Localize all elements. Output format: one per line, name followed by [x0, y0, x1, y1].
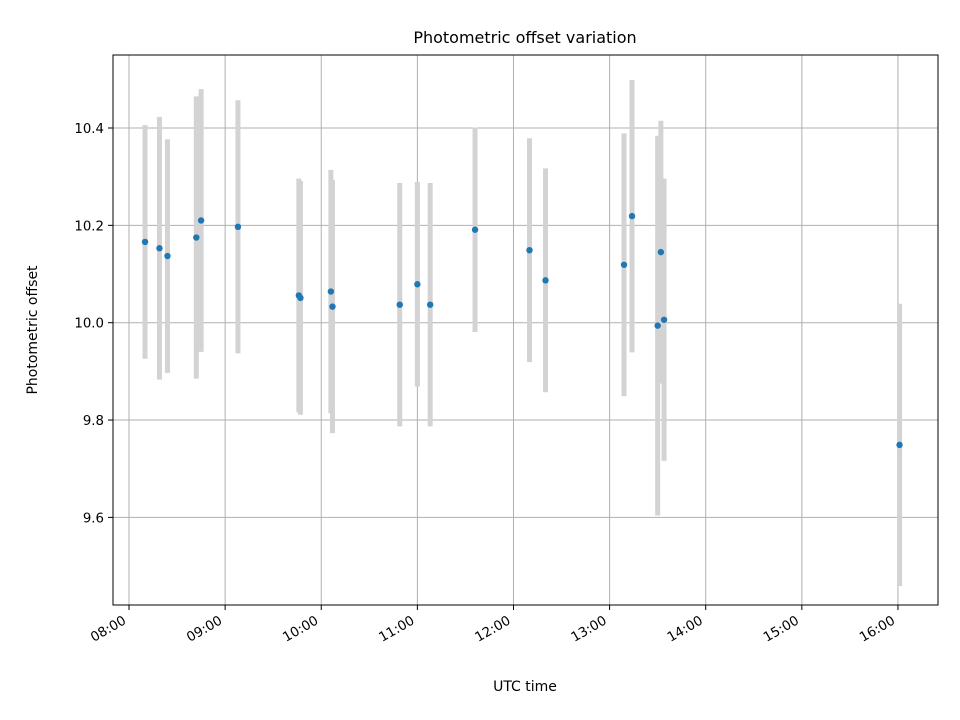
data-point: [471, 226, 479, 233]
data-point: [414, 281, 421, 288]
data-point: [197, 217, 205, 224]
data-point: [193, 234, 200, 241]
chart-title: Photometric offset variation: [413, 28, 636, 47]
data-point: [660, 316, 668, 323]
y-axis-label: Photometric offset: [25, 265, 41, 395]
data-point: [542, 277, 549, 284]
data-point: [426, 301, 434, 308]
data-point: [234, 223, 242, 231]
x-axis-label: UTC time: [493, 679, 557, 695]
y-tick-label: 9.6: [83, 511, 104, 526]
data-point: [164, 252, 171, 260]
y-tick-label: 10.4: [74, 122, 104, 137]
data-point: [628, 212, 636, 220]
data-point: [620, 261, 628, 268]
data-point: [396, 301, 403, 308]
data-point: [156, 245, 163, 252]
y-tick-label: 10.0: [74, 317, 104, 332]
data-point: [297, 294, 304, 302]
data-point: [526, 246, 533, 254]
data-point: [657, 248, 665, 256]
data-point: [327, 288, 335, 295]
data-point: [141, 238, 149, 246]
grid: [113, 55, 938, 605]
data-point: [329, 303, 336, 310]
data-point: [896, 441, 903, 449]
y-tick-label: 10.2: [74, 219, 104, 234]
data-point: [654, 322, 661, 329]
data-points: [141, 212, 903, 449]
plot-frame: [112, 54, 939, 606]
y-tick-label: 9.8: [83, 414, 104, 429]
